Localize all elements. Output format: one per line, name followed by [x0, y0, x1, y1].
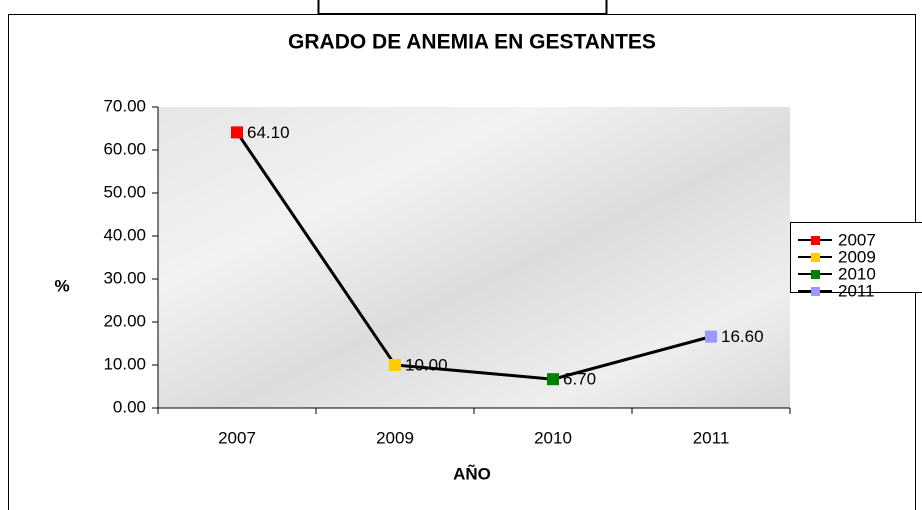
legend-marker [811, 236, 820, 245]
x-tick-label: 2007 [218, 428, 256, 447]
x-tick-label: 2009 [376, 428, 414, 447]
header-box [317, 0, 608, 15]
legend-label: 2011 [838, 281, 875, 300]
x-tick-label: 2010 [534, 428, 572, 447]
y-tick-label: 10.00 [103, 354, 146, 373]
y-tick-label: 0.00 [113, 397, 146, 416]
data-marker [705, 330, 717, 343]
legend-marker [811, 270, 820, 279]
y-tick-label: 50.00 [103, 182, 146, 201]
legend-marker [811, 287, 820, 296]
y-tick-label: 30.00 [103, 268, 146, 287]
data-label: 16.60 [721, 327, 764, 346]
y-tick-label: 60.00 [103, 139, 146, 158]
chart-title: GRADO DE ANEMIA EN GESTANTES [288, 31, 656, 54]
plot-area [158, 107, 790, 408]
legend-marker [811, 253, 820, 262]
y-tick-label: 70.00 [103, 96, 146, 115]
data-marker [547, 373, 559, 386]
x-axis-label: AÑO [453, 463, 491, 483]
y-tick-label: 20.00 [103, 311, 146, 330]
legend-label: 2007 [838, 230, 876, 249]
data-line [235, 131, 712, 381]
y-axis-label: % [54, 276, 69, 295]
data-label: 64.10 [247, 123, 290, 142]
data-label: 6.70 [563, 370, 596, 389]
data-label: 10.00 [405, 355, 448, 374]
y-tick-label: 40.00 [103, 225, 146, 244]
data-marker [389, 359, 401, 371]
x-tick-label: 2011 [693, 428, 730, 447]
legend-label: 2009 [838, 247, 876, 266]
data-marker [231, 126, 243, 139]
legend-label: 2010 [838, 264, 876, 283]
